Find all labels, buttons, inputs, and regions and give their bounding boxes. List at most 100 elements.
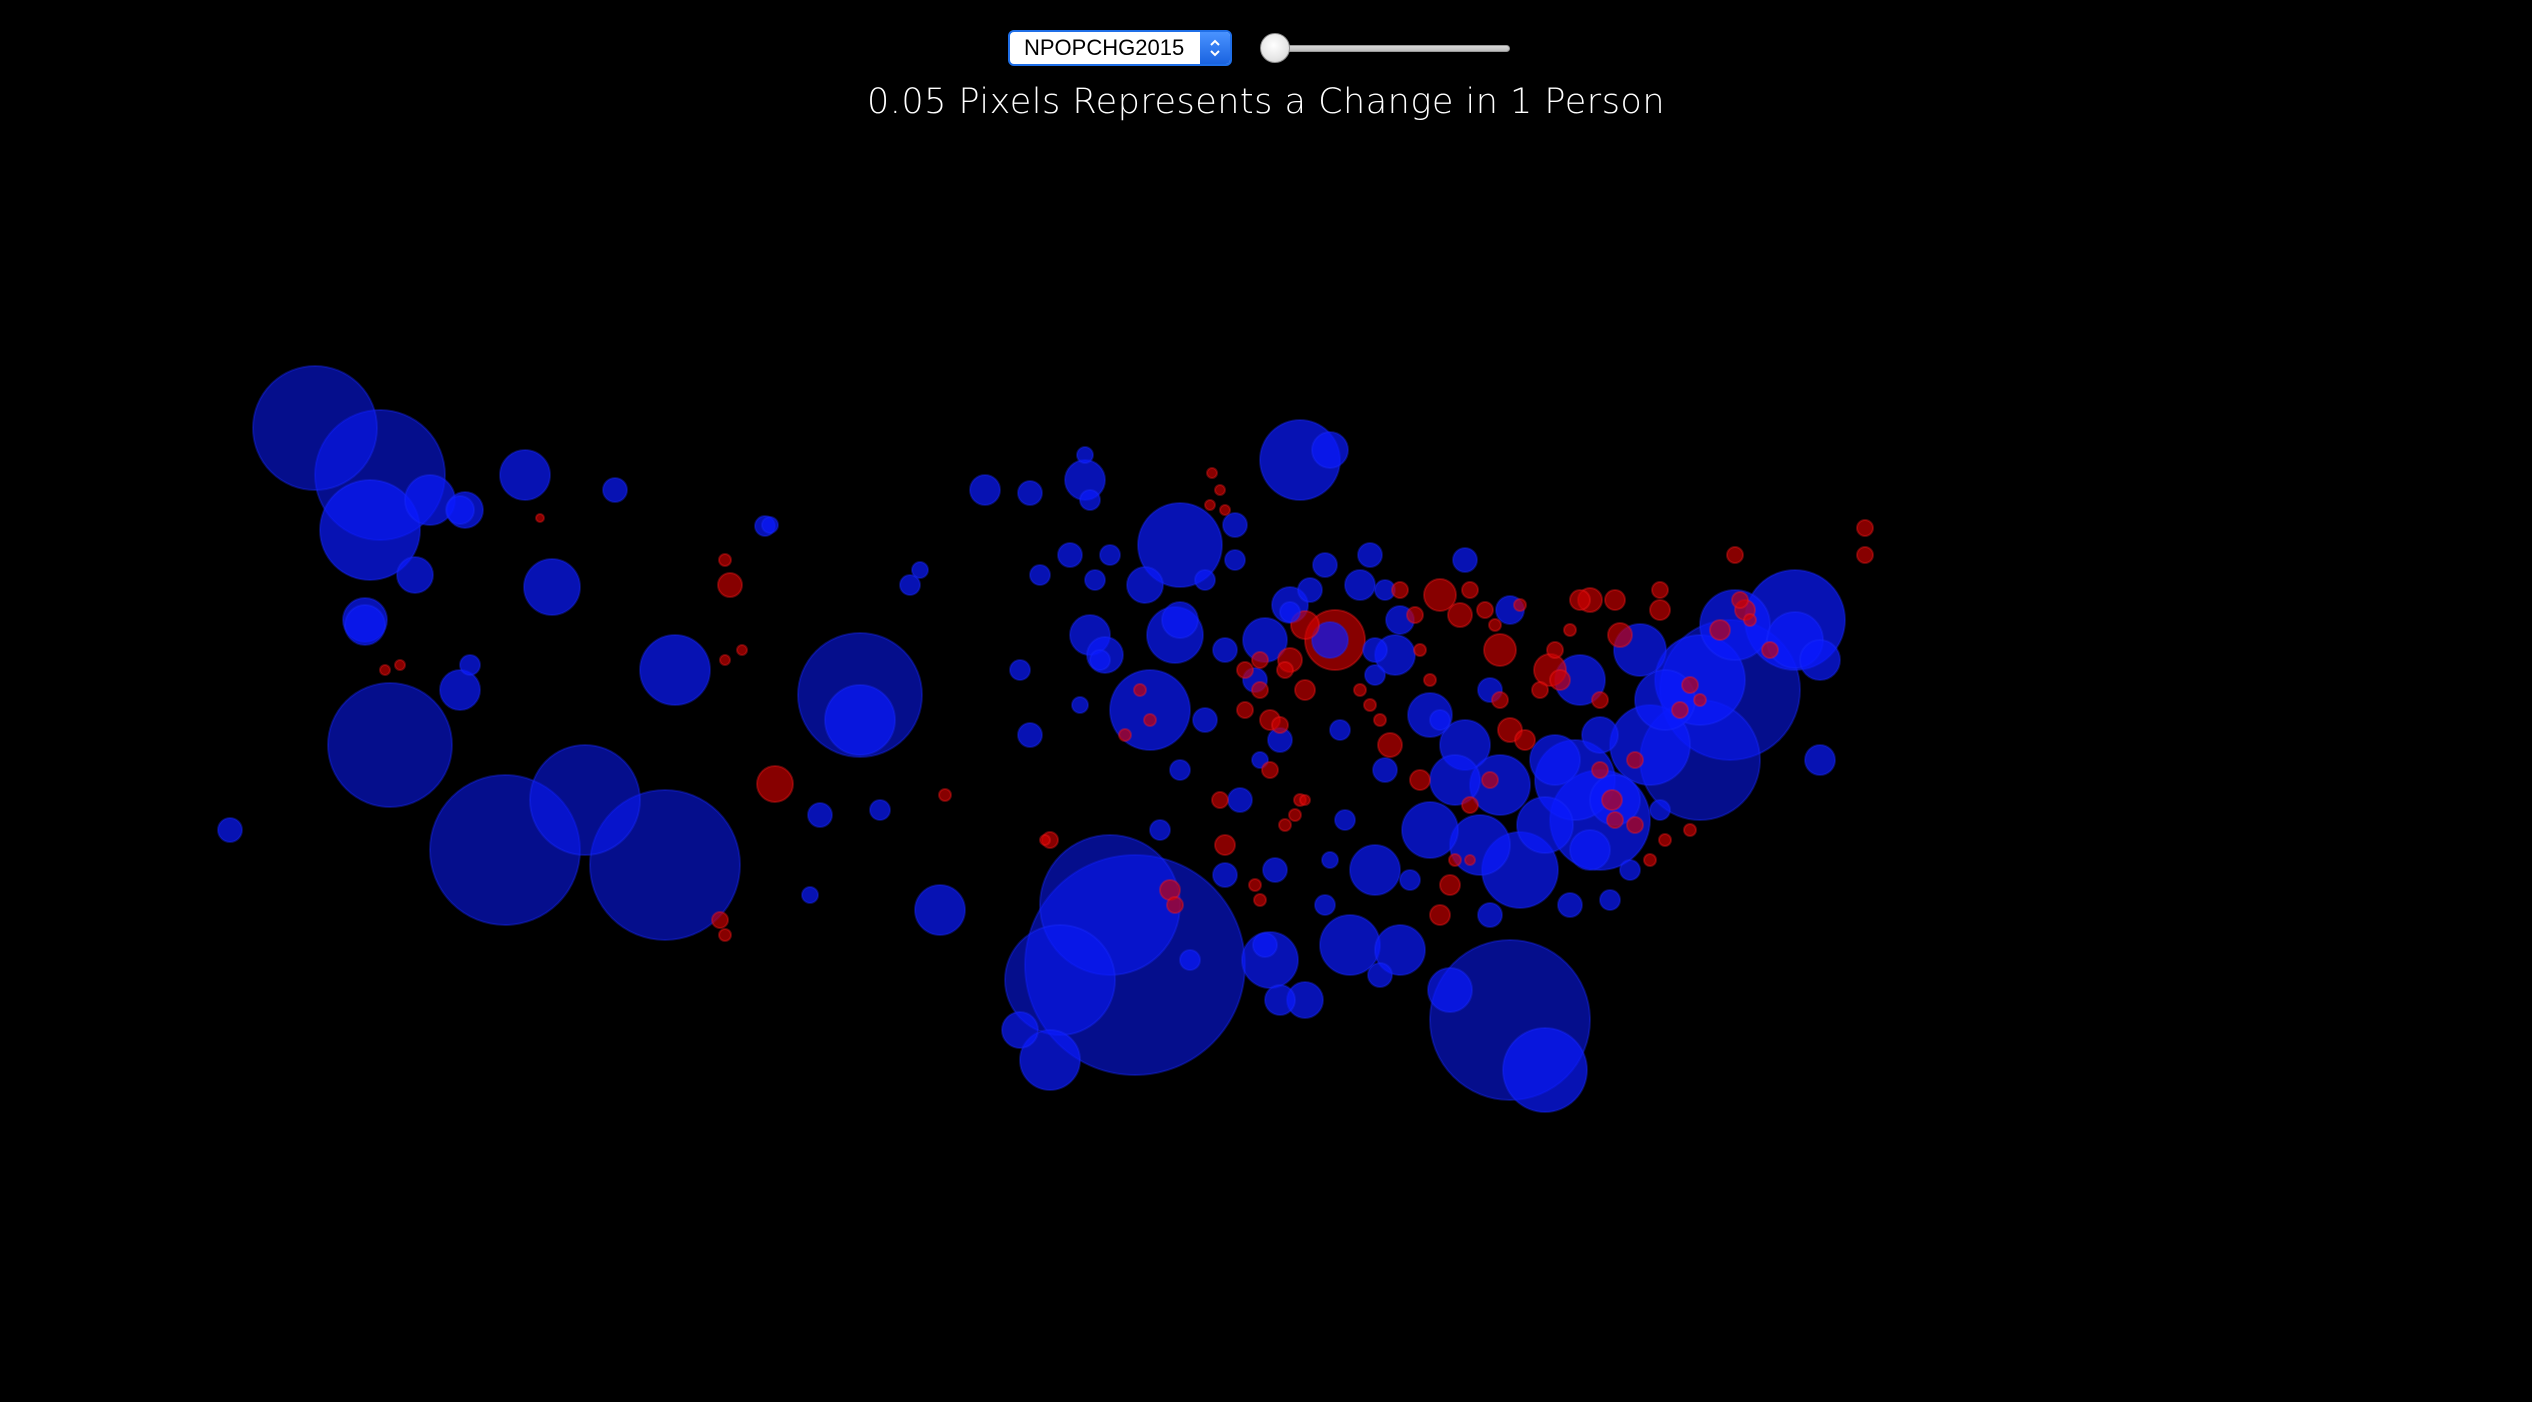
county-bubble-increase [1271,586,1309,624]
county-bubble-increase [1529,734,1581,786]
county-bubble-increase [824,684,896,756]
up-down-chevron-icon [1200,32,1230,64]
county-bubble-increase [1609,704,1691,786]
county-bubble-increase [1024,854,1246,1076]
county-bubble-increase [1267,727,1293,753]
county-bubble-decrease [1683,823,1697,837]
county-bubble-increase [445,495,475,525]
county-bubble-increase [1429,754,1481,806]
county-bubble-increase [1427,967,1473,1013]
county-bubble-increase [1357,542,1383,568]
county-bubble-decrease [1447,602,1473,628]
county-bubble-increase [1401,801,1459,859]
county-bubble-increase [807,802,833,828]
county-bubble-decrease [1497,717,1523,743]
county-bubble-increase [1222,512,1248,538]
county-bubble-increase [869,799,891,821]
county-bubble-increase [899,574,921,596]
county-bubble-increase [1534,739,1616,821]
county-bubble-decrease [1531,681,1549,699]
county-bubble-increase [1452,547,1478,573]
county-bubble-increase [1334,809,1356,831]
county-bubble-decrease [1464,854,1476,866]
county-bubble-increase [1252,932,1278,958]
county-bubble-decrease [1248,878,1262,892]
county-bubble-decrease [1856,546,1874,564]
county-bubble-decrease [1423,578,1457,612]
county-bubble-increase [1481,831,1559,909]
county-bubble-increase [1194,569,1216,591]
county-bubble-increase [1477,902,1503,928]
county-bubble-increase [1137,502,1223,588]
county-bubble-increase [1057,542,1083,568]
county-bubble-decrease [1658,833,1672,847]
county-bubble-decrease [711,911,729,929]
county-bubble-increase [1126,566,1164,604]
county-bubble-decrease [1569,589,1591,611]
county-bubble-decrease [1671,701,1689,719]
county-bubble-increase [1364,664,1386,686]
county-bubble-decrease [1491,691,1509,709]
county-bubble-decrease [1363,698,1377,712]
slider-thumb[interactable] [1260,33,1290,63]
county-bubble-increase [1362,637,1388,663]
county-bubble-decrease [1439,874,1461,896]
county-bubble-decrease [1476,601,1494,619]
county-bubble-increase [1385,605,1415,635]
county-bubble-decrease [1206,467,1218,479]
county-bubble-decrease [1743,613,1757,627]
county-bubble-decrease [1591,691,1609,709]
county-bubble-decrease [379,664,391,676]
county-bubble-increase [1001,1011,1039,1049]
county-bubble-increase [1766,611,1824,669]
county-bubble-decrease [1409,769,1431,791]
county-bubble-decrease [1649,599,1671,621]
county-bubble-increase [1262,857,1288,883]
county-bubble-decrease [1290,610,1320,640]
county-bubble-decrease [1448,853,1462,867]
county-bubble-decrease [1277,647,1303,673]
county-bubble-decrease [1483,633,1517,667]
scale-description: 0.05 Pixels Represents a Change in 1 Per… [866,82,1666,122]
county-bubble-increase [1569,829,1611,871]
county-bubble-increase [1634,669,1696,731]
county-bubble-increase [1169,759,1191,781]
county-bubble-decrease [1236,701,1254,719]
county-bubble-decrease [1693,693,1707,707]
county-bubble-increase [1227,787,1253,813]
county-bubble-increase [1329,719,1351,741]
county-bubble-increase [1192,707,1218,733]
variable-select[interactable]: NPOPCHG2015 [1008,30,1232,66]
county-bubble-increase [1109,669,1191,751]
county-bubble-increase [396,556,434,594]
county-bubble-increase [1581,716,1619,754]
county-bubble-increase [1264,984,1296,1016]
county-bubble-increase [1399,869,1421,891]
scale-slider[interactable] [1260,32,1510,64]
county-bubble-increase [439,669,481,711]
county-bubble-increase [1407,692,1453,738]
county-bubble-increase [404,474,456,526]
county-bubble-decrease [1211,791,1229,809]
county-bubble-decrease [1294,679,1316,701]
county-bubble-increase [1344,569,1376,601]
variable-select-value: NPOPCHG2015 [1024,35,1185,60]
county-bubble-increase [1374,924,1426,976]
county-bubble-increase [1374,634,1416,676]
county-bubble-increase [1089,649,1111,671]
county-bubble-increase [914,884,966,936]
county-bubble-increase [1086,636,1124,674]
county-bubble-decrease [1271,716,1289,734]
county-bubble-decrease [1549,669,1571,691]
county-bubble-decrease [1251,681,1269,699]
county-bubble-decrease [1204,499,1216,511]
county-bubble-decrease [719,654,731,666]
county-bubble-increase [1619,859,1641,881]
county-bubble-decrease [1391,581,1409,599]
county-bubble-decrease [736,644,748,656]
county-bubble-increase [1613,623,1667,677]
county-bubble-increase [1311,431,1349,469]
county-bubble-increase [529,744,641,856]
county-bubble-increase [1146,606,1204,664]
